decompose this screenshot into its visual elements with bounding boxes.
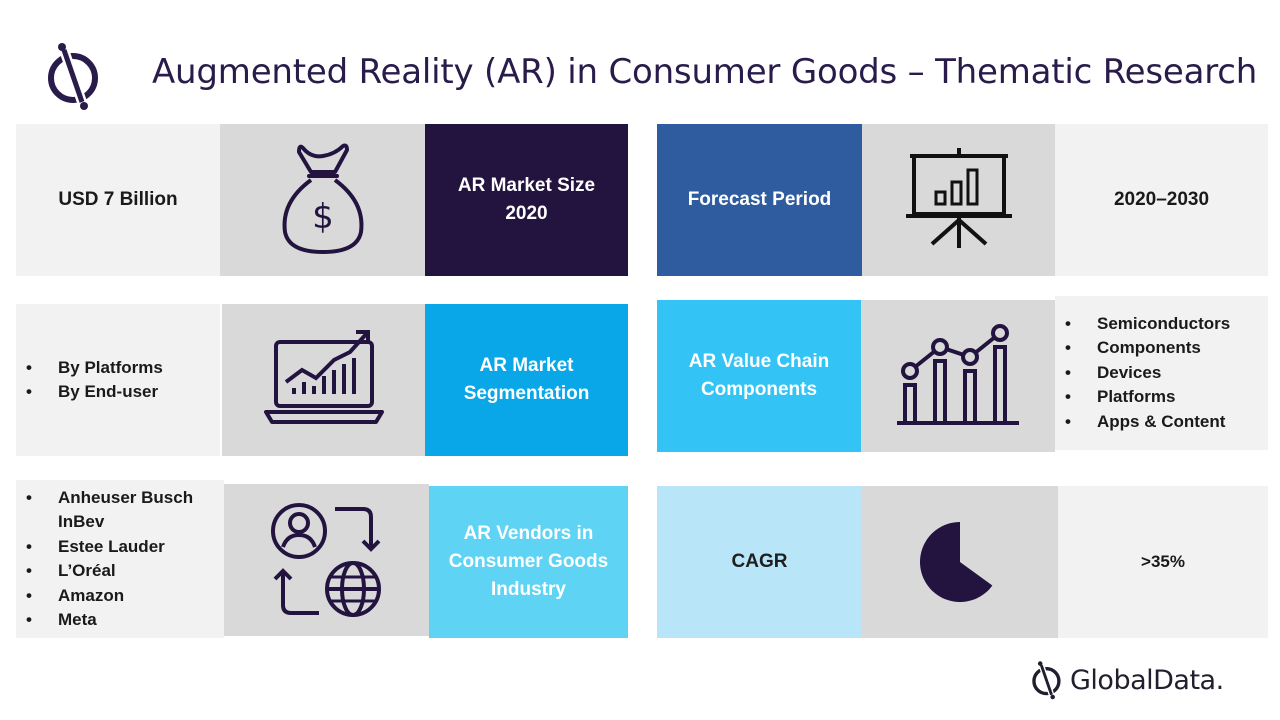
money-bag-icon: $ [220,124,425,276]
list-item: Platforms [1055,385,1230,410]
forecast-value: 2020–2030 [1113,189,1210,210]
vendors-label: AR Vendors in Consumer Goods Industry [448,523,609,600]
segmentation-label-cell: AR Market Segmentation [425,304,628,456]
list-item: Components [1055,336,1230,361]
vendors-list: Anheuser Busch InBev Estee Lauder L’Oréa… [16,486,216,633]
segmentation-label: AR Market Segmentation [463,355,590,404]
value-chain-label-cell: AR Value Chain Components [657,300,861,452]
cagr-value: >35% [1141,552,1185,571]
market-size-value: USD 7 Billion [58,189,178,210]
svg-text:$: $ [312,197,334,237]
globaldata-logo-icon [44,40,104,112]
market-size-value-cell: USD 7 Billion [16,124,220,276]
list-item: Semiconductors [1055,312,1230,337]
pie-chart-icon [862,486,1058,638]
presentation-board-icon [862,124,1055,276]
globaldata-brand: GlobalData. [1030,658,1224,702]
list-item: Amazon [16,584,216,609]
list-item: Estee Lauder [16,535,216,560]
bar-line-chart-icon [861,300,1055,452]
value-chain-label: AR Value Chain Components [688,351,830,400]
user-globe-exchange-icon [224,484,429,636]
vendors-list-cell: Anheuser Busch InBev Estee Lauder L’Oréa… [16,480,224,638]
forecast-label-cell: Forecast Period [657,124,862,276]
globaldata-wordmark: GlobalData. [1070,664,1224,696]
list-item: L’Oréal [16,559,216,584]
list-item: Devices [1055,361,1230,386]
page-title: Augmented Reality (AR) in Consumer Goods… [152,52,1258,92]
list-item: By End-user [16,380,163,405]
forecast-label: Forecast Period [687,189,832,210]
cagr-pie-slice [920,522,993,602]
laptop-growth-chart-icon [222,304,425,456]
list-item: Meta [16,608,216,633]
list-item: By Platforms [16,356,163,381]
globaldata-mark-icon [1032,660,1061,700]
list-item: Apps & Content [1055,410,1230,435]
cagr-label: CAGR [731,551,788,572]
forecast-value-cell: 2020–2030 [1055,124,1268,276]
market-size-label: AR Market Size 2020 [457,175,596,224]
value-chain-list: Semiconductors Components Devices Platfo… [1055,312,1230,435]
cagr-value-cell: >35% [1058,486,1268,638]
segmentation-list: By Platforms By End-user [16,356,163,405]
vendors-label-cell: AR Vendors in Consumer Goods Industry [429,486,628,638]
list-item: Anheuser Busch InBev [16,486,216,535]
value-chain-list-cell: Semiconductors Components Devices Platfo… [1055,296,1268,450]
cagr-label-cell: CAGR [657,486,862,638]
market-size-label-cell: AR Market Size 2020 [425,124,628,276]
segmentation-list-cell: By Platforms By End-user [16,304,220,456]
